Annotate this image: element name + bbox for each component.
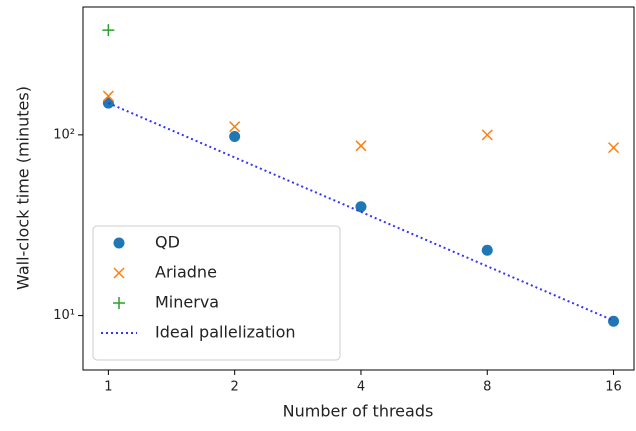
x-tick-label: 2 <box>231 380 239 395</box>
point <box>229 121 241 133</box>
plot-frame <box>82 6 635 371</box>
ideal-line <box>107 102 614 322</box>
legend-label: Ideal pallelization <box>155 323 296 342</box>
point <box>355 201 367 213</box>
y-axis-label: Wall-clock time (minutes) <box>14 86 33 290</box>
x-tick-label: 4 <box>357 380 365 395</box>
y-tick-label: 10² <box>53 127 75 142</box>
point <box>229 130 241 142</box>
legend-box <box>92 225 341 361</box>
x-tick-label: 8 <box>483 380 491 395</box>
point <box>608 142 620 154</box>
point <box>481 129 493 141</box>
legend-label: Ariadne <box>155 263 217 282</box>
x-tick-label: 16 <box>605 380 622 395</box>
point <box>608 315 620 327</box>
x-tick-label: 1 <box>104 380 112 395</box>
legend-marker <box>113 267 125 279</box>
x-axis-label: Number of threads <box>283 402 434 421</box>
legend-marker <box>113 237 125 249</box>
legend: QD Ariadne Minerva Ideal pallelization <box>92 225 341 361</box>
legend-label: Minerva <box>155 293 219 312</box>
y-tick-label: 10¹ <box>53 308 75 323</box>
point <box>102 24 115 37</box>
legend-marker <box>113 297 125 309</box>
point <box>102 90 114 102</box>
point <box>481 244 493 256</box>
legend-label: QD <box>155 233 180 252</box>
point <box>355 140 367 152</box>
